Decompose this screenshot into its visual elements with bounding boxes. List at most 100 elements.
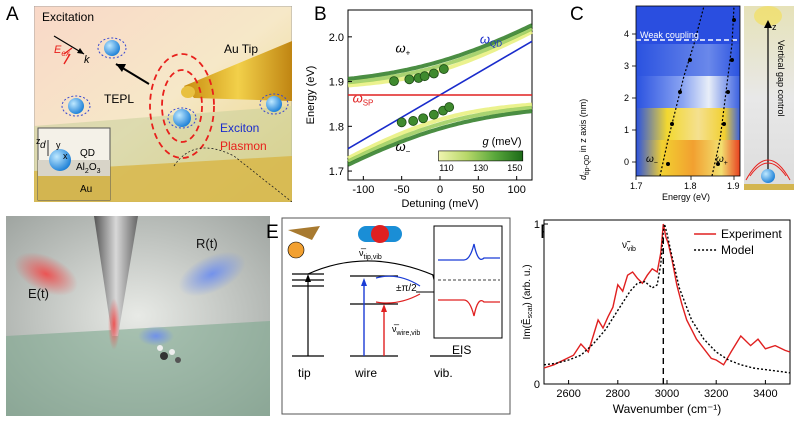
label-nu-vib: ν̃vib [622, 240, 636, 253]
b-colorbar-tick: 130 [473, 163, 488, 173]
b-ann-omega-sp: ωSP [353, 91, 374, 108]
b-ytick-label: 2.0 [329, 32, 344, 44]
b-branch-lower-0 [347, 102, 533, 161]
b-branch-upper-1 [347, 26, 533, 85]
label-e-t: E(t) [28, 286, 49, 301]
label-vertical-gap-control: Vertical gap control [776, 40, 786, 117]
c-axis-ylabel: dtip-QD in z axis (nm) [578, 98, 591, 180]
f-plot-frame [543, 219, 791, 385]
c-ytick-2: 2 [624, 93, 630, 103]
panel-c-heatmap [632, 5, 794, 190]
label-k-vector: k [84, 54, 90, 66]
c-label-omega-plus: ω+ [716, 154, 728, 167]
quantum-dot-3 [167, 107, 197, 129]
b-point-data_points_lower-3 [428, 109, 439, 120]
label-wire-vib: ν̅wire,vib [392, 324, 421, 337]
b-colorbar-tick: 110 [439, 163, 453, 173]
label-plasmon: Plasmon [220, 139, 267, 153]
label-tepl: TEPL [104, 92, 135, 106]
panel-d-illustration [6, 216, 270, 416]
b-point-data_points_lower-0 [396, 117, 407, 128]
b-branch-lower-2 [347, 109, 533, 167]
b-ylabel: Energy (eV) [305, 66, 317, 125]
f-xlabel: Wavenumber (cm⁻¹) [613, 402, 722, 416]
d-tip-shape [94, 216, 138, 336]
f-xtick-label: 3400 [753, 388, 777, 400]
inset-label-au: Au [80, 184, 93, 195]
panel-a-illustration [34, 6, 292, 202]
quantum-dot-4 [259, 93, 289, 115]
b-point-data_points_upper-5 [438, 64, 449, 74]
b-xtick-label: -100 [352, 184, 374, 196]
b-point-data_points_lower-2 [418, 113, 429, 124]
f-series-model [543, 223, 791, 374]
b-point-data_points_upper-4 [428, 68, 439, 79]
panel-b-label: B [314, 4, 327, 25]
axis-z-label: z [36, 136, 41, 146]
b-xtick-label: -50 [394, 184, 410, 196]
b-point-data_points_lower-5 [444, 102, 455, 112]
b-point-data_points_upper-3 [419, 71, 430, 82]
inset-label-d: d [40, 140, 46, 151]
eis-box [433, 225, 503, 339]
b-colorbar-tick: 150 [507, 163, 522, 173]
b-ytick-label: 1.7 [329, 166, 344, 178]
c-xtick-1-8: 1.8 [684, 181, 697, 191]
d-molecule [157, 345, 181, 363]
panel-c-label: C [570, 4, 584, 25]
b-ann-omega-qd: ωQD [480, 32, 502, 49]
f-ylabel: Im(Ẽscat) (arb. u.) [520, 264, 534, 339]
label-tip: tip [298, 366, 311, 380]
b-xtick-label: 50 [472, 184, 484, 196]
label-r-t: R(t) [196, 236, 218, 251]
b-point-data_points_upper-1 [404, 74, 415, 85]
f-xtick-label: 2600 [556, 388, 580, 400]
panel-e-diagram [281, 217, 511, 415]
c-ytick-3: 3 [624, 61, 630, 71]
b-point-data_points_lower-1 [408, 116, 419, 126]
b-ytick-label: 1.9 [329, 77, 344, 89]
f-xtick-label: 3000 [655, 388, 679, 400]
quantum-dot-1 [97, 37, 127, 59]
c-label-omega-minus: ω− [646, 154, 658, 167]
au-tip-shape [184, 41, 292, 101]
inset-label-qd: QD [80, 148, 95, 159]
b-colorbar-label: g (meV) [482, 136, 521, 148]
b-branch-lower-1 [347, 105, 533, 164]
label-eis: EIS [452, 343, 472, 357]
label-vib: vib. [434, 366, 453, 380]
c-axis-z: z [772, 22, 777, 32]
c-xtick-1-7: 1.7 [630, 181, 643, 191]
quantum-dot-2 [61, 95, 91, 117]
f-xtick-label: 3200 [704, 388, 728, 400]
c-ytick-0: 0 [624, 157, 630, 167]
f-ytick-label: 0 [534, 379, 540, 391]
panel-e-label: E [266, 222, 279, 243]
b-xtick-label: 0 [437, 184, 443, 196]
c-ytick-1: 1 [624, 125, 630, 135]
f-legend-label-experiment: Experiment [721, 227, 782, 241]
label-tip-vib: ν̅tip,vib [359, 248, 382, 261]
axis-x-label: x [63, 151, 68, 161]
b-point-data_points_upper-0 [389, 76, 399, 87]
f-legend-label-model: Model [721, 243, 754, 257]
label-phase: ±π/2 [396, 283, 417, 294]
label-wire: wire [355, 366, 378, 380]
b-xtick-label: 100 [507, 184, 525, 196]
label-au-tip: Au Tip [224, 42, 259, 56]
f-xtick-label: 2800 [606, 388, 630, 400]
b-branch-upper-2 [347, 23, 533, 81]
b-colorbar [438, 150, 524, 162]
inset-label-al2o3: Al2O3 [76, 162, 101, 175]
f-ytick-label: 1 [534, 219, 540, 231]
b-ann-omega-plus: ω+ [396, 41, 411, 58]
label-e-vector: Eex [54, 44, 70, 59]
f-series-experiment [543, 223, 791, 369]
b-ann-omega-minus: ω− [396, 139, 411, 156]
c-ytick-4: 4 [624, 29, 630, 39]
b-xlabel: Detuning (meV) [401, 198, 478, 210]
panel-a-label: A [6, 4, 19, 25]
e-tip-shape [288, 226, 320, 240]
label-weak-coupling: Weak coupling [640, 30, 699, 40]
c-xlabel: Energy (eV) [662, 192, 711, 202]
